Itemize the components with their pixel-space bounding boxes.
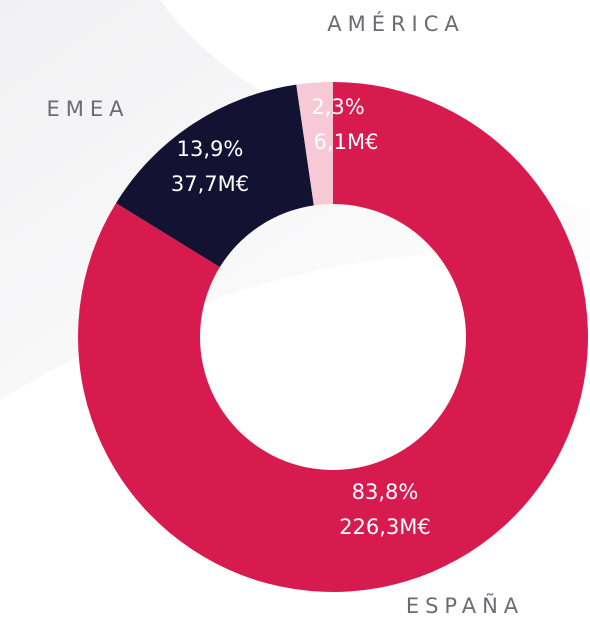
category-label: ESPAÑA [406, 592, 524, 618]
category-label: EMEA [46, 97, 129, 121]
value-label: 2,3% [311, 95, 364, 119]
value-label: 13,9% [177, 137, 244, 161]
donut-slice [77, 82, 588, 592]
amount-label: 226,3M€ [339, 515, 431, 539]
amount-label: 6,1M€ [314, 130, 379, 154]
value-label: 83,8% [352, 480, 419, 504]
donut-slice [296, 82, 333, 206]
amount-label: 37,7M€ [171, 172, 249, 196]
donut-slice [115, 84, 314, 268]
category-label: AMÉRICA [327, 11, 465, 36]
